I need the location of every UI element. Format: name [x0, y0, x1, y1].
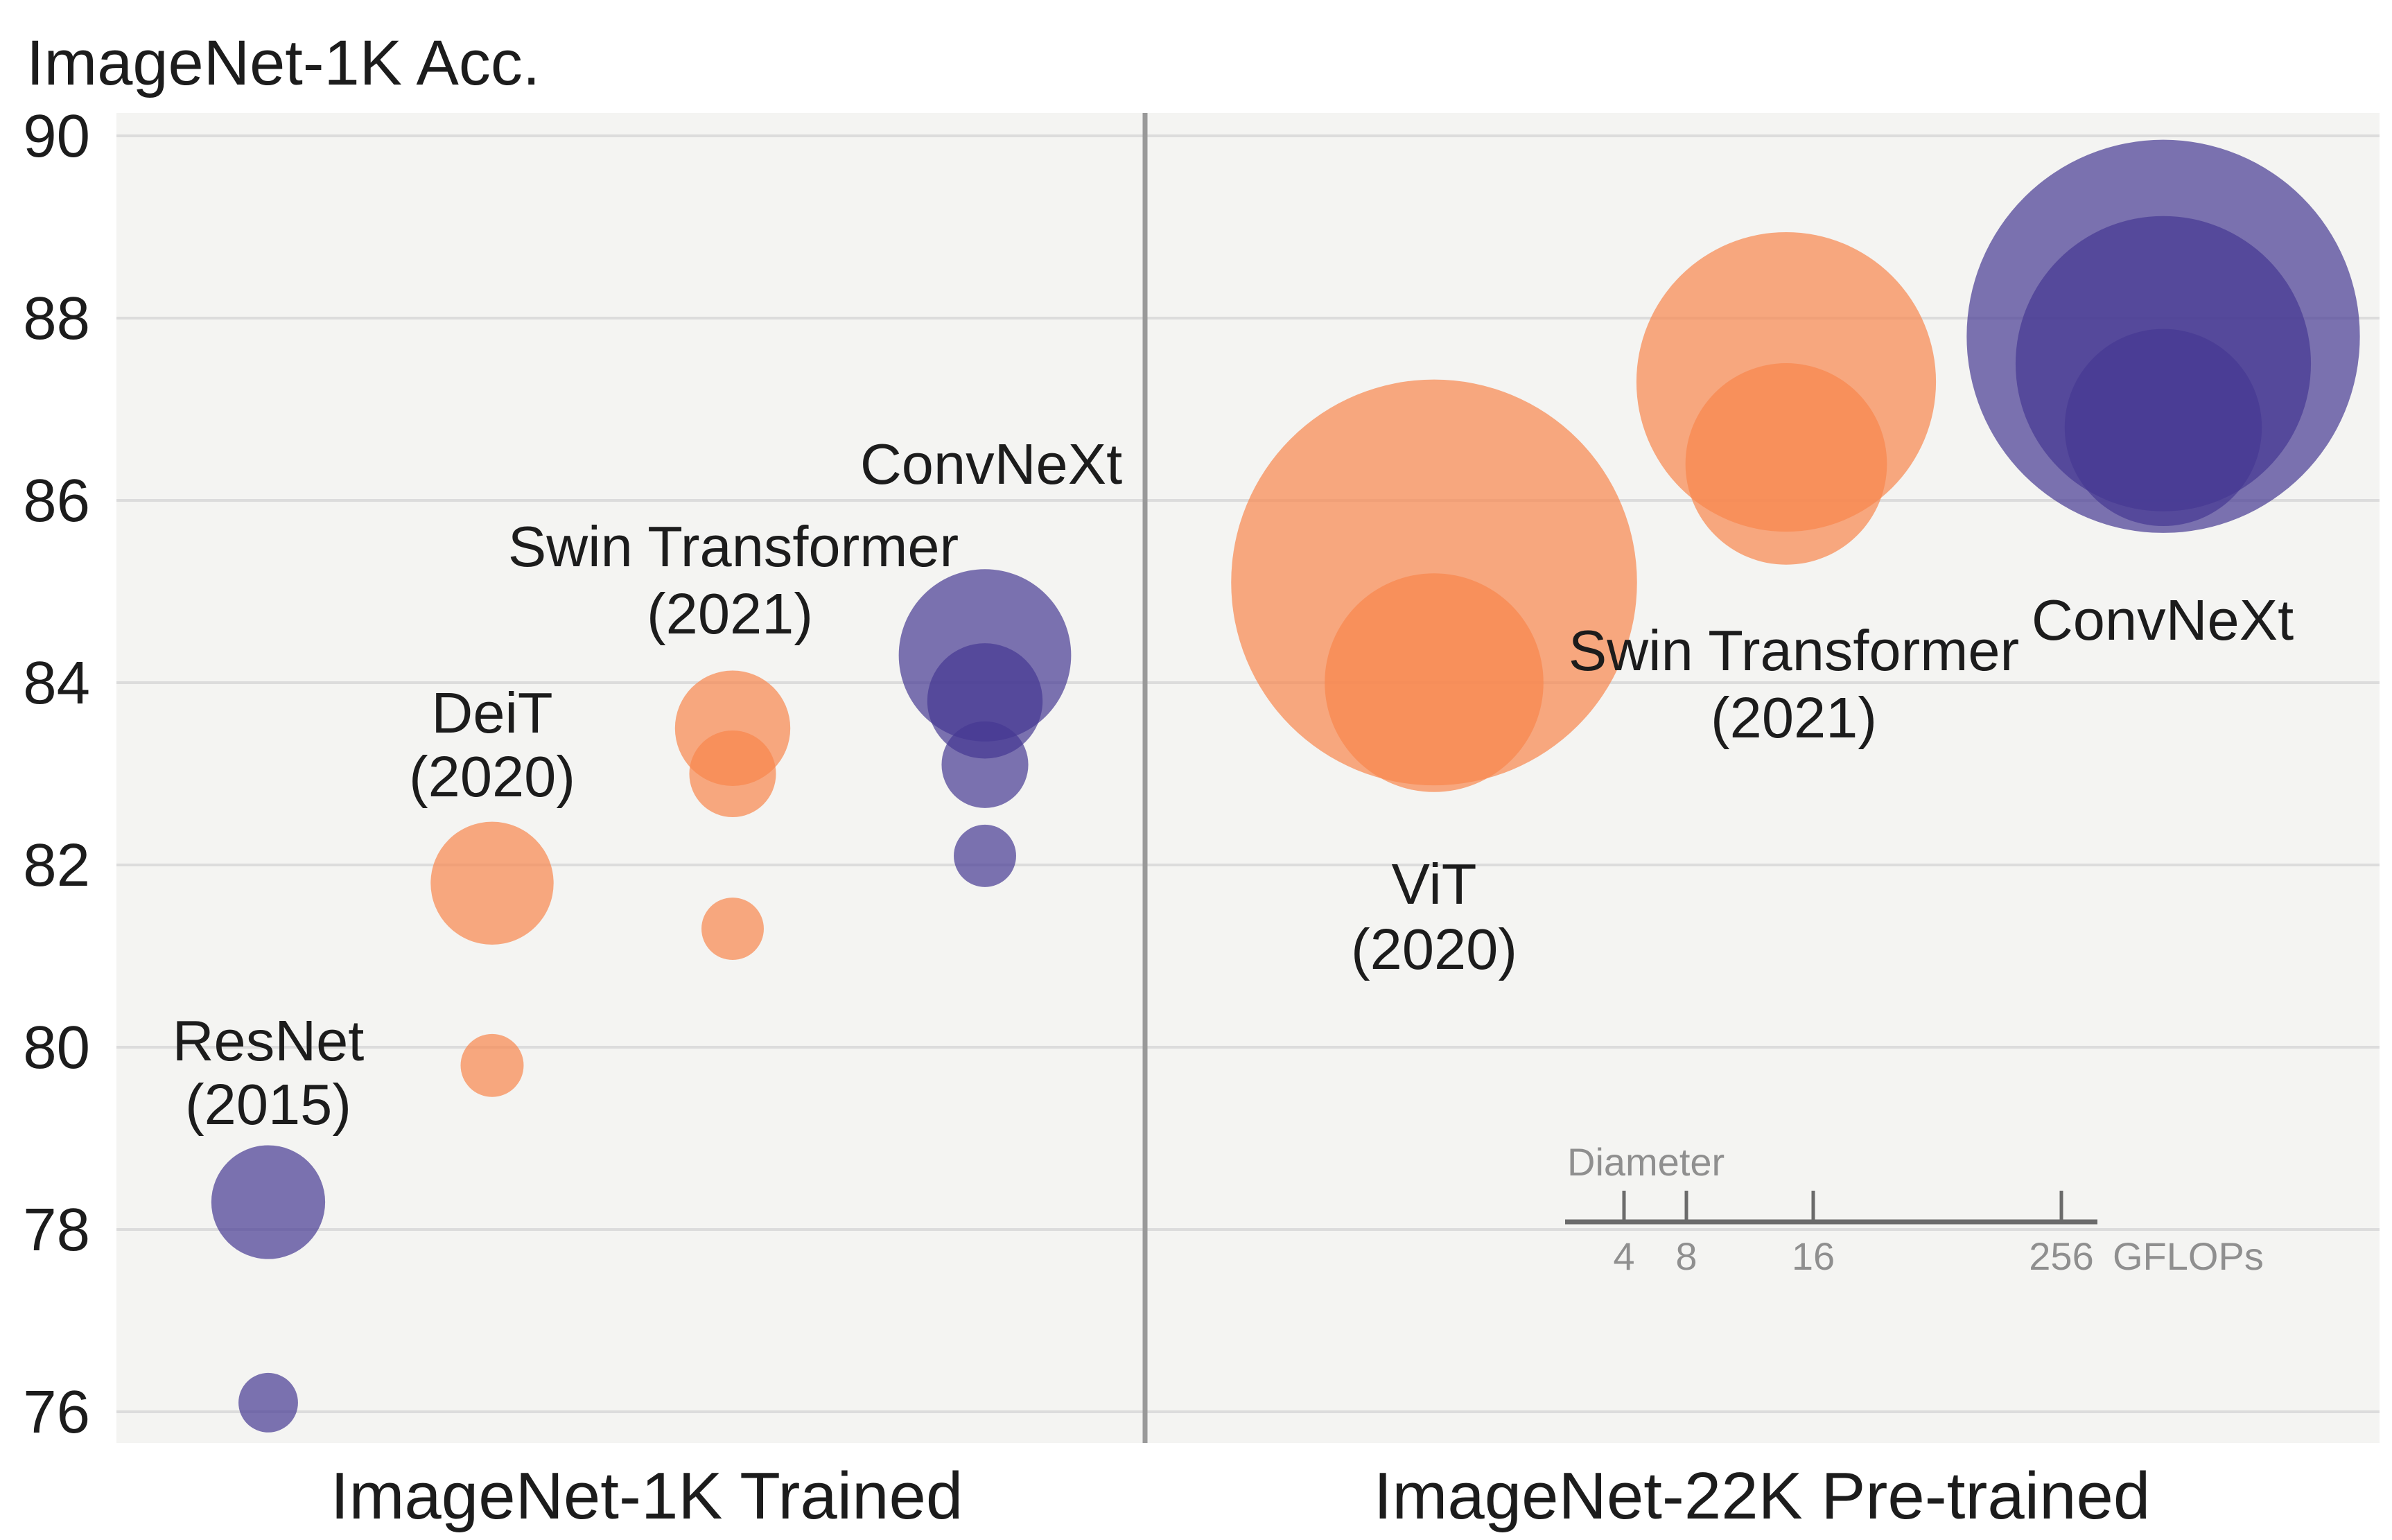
bubble-swin-transformer-acc-83: [689, 730, 776, 818]
legend-tick-label-8: 8: [1675, 1234, 1697, 1278]
bubble-convnext-acc-86-8: [2064, 329, 2262, 527]
y-tick-label-86: 86: [23, 467, 90, 534]
group-label-swin-transformer-line-1: (2021): [647, 581, 813, 646]
legend-unit-label: GFLOPs: [2113, 1234, 2264, 1278]
group-label-convnext-line-0: ConvNeXt: [2032, 588, 2294, 652]
bubble-resnet-acc-76-1: [238, 1372, 298, 1433]
bubble-deit-acc-81-8: [430, 821, 554, 945]
group-label-convnext-line-0: ConvNeXt: [860, 432, 1122, 496]
group-label-vit-line-1: (2020): [1351, 917, 1517, 981]
legend-diameter-label: Diameter: [1567, 1140, 1725, 1184]
bubbles-group: [211, 139, 2360, 1433]
bubble-vit-acc-84: [1325, 573, 1544, 792]
y-tick-label-76: 76: [23, 1379, 90, 1446]
x-axis-label-imagenet-1k-trained: ImageNet-1K Trained: [331, 1459, 963, 1533]
bubble-deit-acc-79-8: [460, 1033, 524, 1097]
bubble-convnext-acc-83-1: [941, 721, 1029, 808]
chart-title: ImageNet-1K Acc.: [26, 28, 540, 98]
y-tick-label-88: 88: [23, 285, 90, 352]
group-label-swin-transformer-line-1: (2021): [1711, 685, 1877, 750]
y-tick-label-78: 78: [23, 1196, 90, 1263]
size-legend-group: Diameter 4 8 16 256 GFLOPs: [1565, 1140, 2264, 1278]
legend-tick-label-256: 256: [2029, 1234, 2093, 1278]
group-label-deit-line-1: (2020): [409, 744, 575, 809]
group-label-vit-line-0: ViT: [1391, 852, 1476, 916]
legend-tick-label-4: 4: [1613, 1234, 1634, 1278]
bubble-convnext-acc-83-8: [927, 643, 1043, 759]
legend-tick-label-16: 16: [1792, 1234, 1835, 1278]
y-tick-label-84: 84: [23, 649, 90, 717]
bubble-convnext-acc-82-1: [954, 824, 1016, 887]
y-tick-label-82: 82: [23, 832, 90, 899]
group-label-deit-line-0: DeiT: [431, 681, 552, 745]
bubble-resnet-acc-78-3: [211, 1145, 326, 1259]
y-axis-ticks-group: 90 88 86 84 82 80 78 76: [23, 103, 90, 1446]
group-label-swin-transformer-line-0: Swin Transformer: [508, 514, 959, 579]
bubble-swin-transformer-acc-81-3: [701, 898, 764, 961]
x-axis-label-imagenet-22k-pre-trained: ImageNet-22K Pre-trained: [1374, 1459, 2151, 1533]
y-tick-label-90: 90: [23, 103, 90, 170]
group-label-resnet-line-0: ResNet: [173, 1008, 365, 1073]
group-label-swin-transformer-line-0: Swin Transformer: [1569, 618, 2019, 683]
annotations-group: ResNet(2015)DeiT(2020)Swin Transformer(2…: [173, 432, 2294, 1137]
bubble-swin-transformer-acc-86-4: [1685, 363, 1887, 565]
group-label-resnet-line-1: (2015): [185, 1072, 351, 1137]
y-tick-label-80: 80: [23, 1014, 90, 1081]
gridlines-group: [116, 134, 2380, 1413]
